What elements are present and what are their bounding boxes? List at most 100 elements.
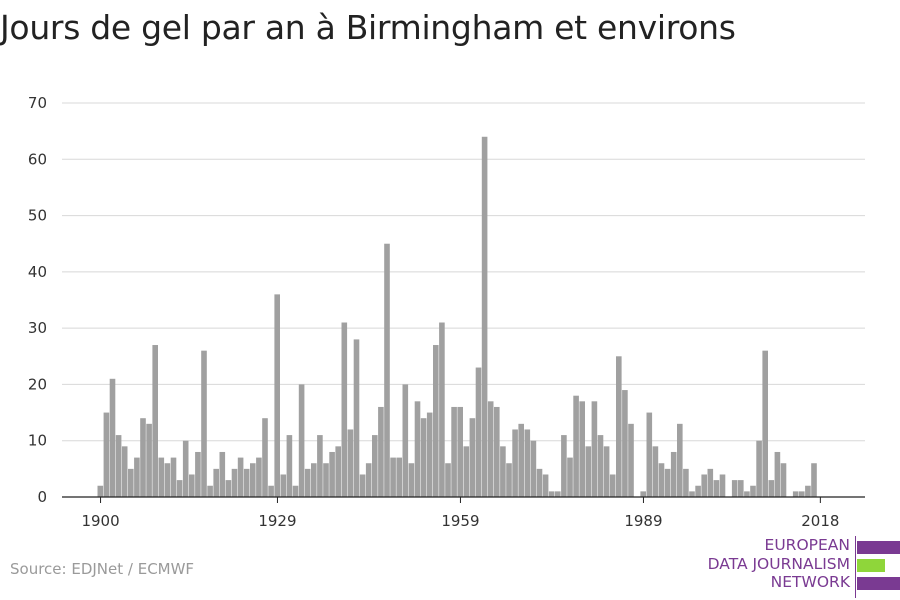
bar-1939 (335, 446, 341, 497)
bar-1982 (597, 435, 604, 497)
bar-1908 (146, 423, 152, 497)
bar-2014 (792, 491, 799, 497)
bar-1925 (250, 463, 256, 497)
y-tick-label: 40 (28, 263, 47, 281)
bar-1902 (109, 378, 116, 497)
source-note: Source: EDJNet / ECMWF (10, 560, 195, 578)
bar-2006 (744, 491, 750, 497)
bar-1981 (591, 401, 598, 497)
bar-1996 (683, 468, 689, 497)
bar-2007 (750, 485, 756, 497)
bar-1967 (506, 463, 512, 497)
logo-line-3: NETWORK (770, 573, 850, 591)
bar-2017 (811, 463, 817, 497)
bar-1998 (695, 485, 701, 497)
logo-bar-purple-top (857, 541, 900, 554)
bar-1935 (311, 463, 317, 497)
bar-1952 (414, 401, 421, 497)
bar-2005 (738, 480, 744, 497)
bar-1970 (524, 429, 531, 497)
bar-1932 (292, 485, 299, 497)
bar-1965 (494, 406, 500, 497)
bar-1947 (384, 243, 390, 497)
bar-1992 (658, 463, 665, 497)
bar-1903 (115, 435, 122, 497)
bar-1927 (262, 418, 268, 497)
bar-1963 (481, 136, 488, 497)
bar-2012 (780, 463, 787, 497)
bar-1962 (475, 367, 482, 497)
bar-1930 (280, 474, 287, 497)
x-tick-label-1900: 1900 (81, 512, 119, 530)
x-tick-label-2018: 2018 (801, 512, 839, 530)
bar-1991 (652, 446, 659, 497)
bar-2004 (731, 480, 738, 497)
x-tick-label-1929: 1929 (258, 512, 296, 530)
edjnet-logo: EUROPEAN DATA JOURNALISM NETWORK (700, 536, 900, 598)
bar-1969 (518, 423, 524, 497)
bar-1921 (225, 480, 232, 497)
bar-1974 (548, 491, 555, 497)
bar-1933 (298, 384, 305, 497)
bar-1928 (268, 485, 274, 497)
bar-2008 (756, 440, 762, 497)
bar-1975 (555, 491, 561, 497)
bar-1960 (463, 446, 470, 497)
bar-1957 (445, 463, 451, 497)
bar-1900 (97, 485, 104, 497)
bar-1943 (359, 474, 366, 497)
y-tick-label: 50 (28, 207, 47, 225)
bar-1986 (622, 390, 628, 497)
bar-1993 (664, 468, 671, 497)
bar-1964 (487, 401, 494, 497)
bar-1979 (579, 401, 585, 497)
bar-1912 (170, 457, 177, 497)
y-tick-label: 60 (28, 150, 47, 168)
chart-title: Jours de gel par an à Birmingham et envi… (0, 8, 736, 47)
bar-1953 (420, 418, 427, 497)
bars (97, 136, 817, 497)
bar-1920 (219, 451, 226, 497)
bar-1985 (616, 356, 622, 497)
bar-1942 (353, 339, 360, 497)
bar-1916 (195, 451, 201, 497)
bar-chart: 0 10 20 30 40 50 60 70 1900 1929 1959 1989 2018 (28, 94, 865, 530)
y-tick-label: 70 (28, 94, 47, 112)
bar-1989 (640, 491, 646, 497)
logo-line-1: EUROPEAN (764, 536, 850, 554)
bar-1941 (347, 429, 354, 497)
logo-bar-green (857, 559, 885, 572)
bar-1977 (567, 457, 573, 497)
x-tick-label-1989: 1989 (624, 512, 662, 530)
bar-1983 (603, 446, 610, 497)
bar-2009 (762, 350, 768, 497)
bar-1918 (207, 485, 213, 497)
bar-2000 (707, 468, 714, 497)
bar-1909 (152, 345, 158, 497)
logo-line-2: DATA JOURNALISM (707, 554, 850, 573)
bar-1955 (433, 345, 439, 497)
bar-1972 (536, 468, 543, 497)
bar-1956 (439, 322, 445, 497)
bar-1917 (201, 350, 207, 497)
bar-1984 (609, 474, 616, 497)
bar-1924 (243, 468, 250, 497)
bar-1915 (189, 474, 195, 497)
bar-1949 (396, 457, 402, 497)
y-tick-label: 0 (37, 488, 47, 506)
bar-1950 (402, 384, 409, 497)
bar-1995 (677, 423, 683, 497)
bar-1976 (561, 435, 567, 497)
bar-1944 (365, 463, 372, 497)
y-tick-label: 10 (28, 432, 47, 450)
bar-1945 (372, 435, 378, 497)
bar-1951 (408, 463, 415, 497)
bar-1990 (646, 412, 653, 497)
bar-1907 (140, 418, 146, 497)
bar-1968 (512, 429, 518, 497)
bar-1934 (304, 468, 311, 497)
bar-1905 (128, 468, 134, 497)
bar-1911 (164, 463, 171, 497)
bar-1987 (628, 423, 634, 497)
bar-1910 (158, 457, 165, 497)
